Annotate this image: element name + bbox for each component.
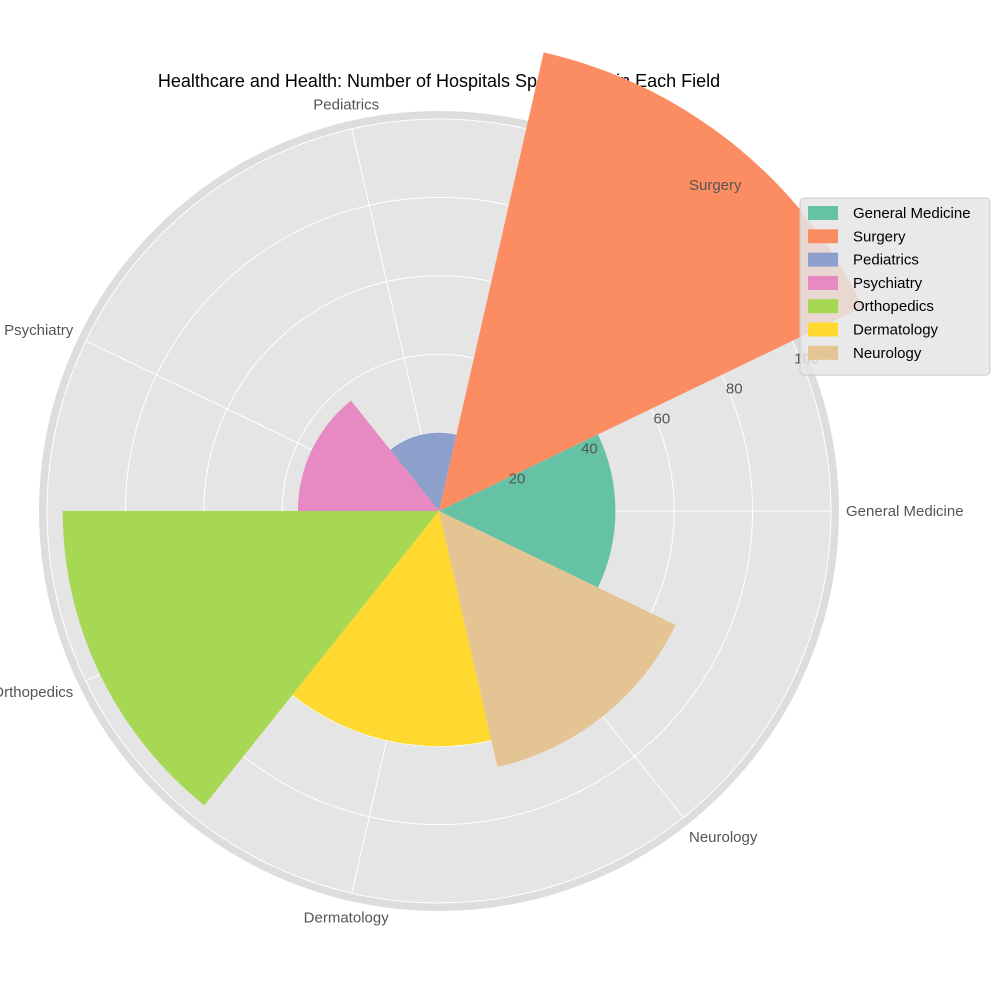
legend-label: General Medicine <box>853 205 971 222</box>
bar-dermatology <box>292 511 492 747</box>
legend-label: Dermatology <box>853 322 939 339</box>
bar-psychiatry <box>297 400 439 511</box>
bars-group <box>62 52 863 806</box>
category-label: Surgery <box>689 177 742 194</box>
bar-neurology <box>439 511 676 768</box>
legend-label: Psychiatry <box>853 275 923 292</box>
radial-tick-label: 40 <box>581 441 598 458</box>
legend-label: Neurology <box>853 345 922 362</box>
category-labels: General Medicine Surgery Pediatrics Psychia… <box>0 96 964 926</box>
legend-swatch <box>808 275 838 290</box>
bar-pediatrics <box>390 432 457 511</box>
legend-swatch <box>808 322 838 337</box>
bar-orthopedics <box>62 511 440 806</box>
category-label: Psychiatry <box>4 322 74 339</box>
legend: General Medicine Surgery Pediatrics Psychia… <box>799 197 991 376</box>
radial-tick-label: 80 <box>726 381 743 398</box>
legend-swatch <box>808 229 838 244</box>
legend-swatch <box>808 252 838 267</box>
legend-label: Orthopedics <box>853 298 934 315</box>
category-label: Pediatrics <box>313 96 379 113</box>
category-label: General Medicine <box>846 503 964 520</box>
bar-surgery <box>439 52 863 511</box>
legend-label: Pediatrics <box>853 252 919 269</box>
legend-swatch <box>808 299 838 314</box>
category-label: Neurology <box>689 829 758 846</box>
category-label: Orthopedics <box>0 684 73 701</box>
category-label: Dermatology <box>304 910 390 927</box>
legend-swatch <box>808 345 838 360</box>
legend-label: Surgery <box>853 228 906 245</box>
legend-swatch <box>808 206 838 220</box>
legend-box <box>799 197 991 376</box>
radial-tick-label: 20 <box>509 471 526 488</box>
radial-tick-label: 60 <box>653 411 670 428</box>
bar-general-medicine <box>439 434 616 588</box>
